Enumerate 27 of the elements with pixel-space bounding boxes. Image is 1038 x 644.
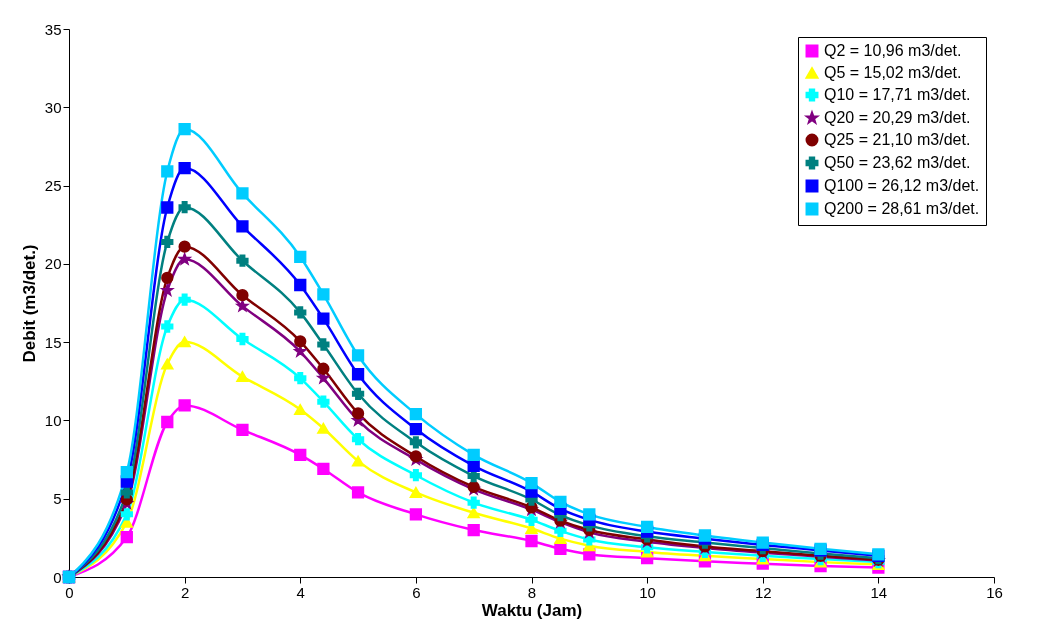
x-tick-label: 2 — [180, 583, 190, 601]
y-tick-label: 0 — [53, 568, 62, 586]
legend-label: Q100 = 26,12 m3/det. — [824, 177, 980, 194]
legend-label: Q200 = 28,61 m3/det. — [824, 200, 980, 217]
x-tick-label: 14 — [870, 583, 888, 601]
x-tick-label: 6 — [412, 583, 421, 601]
x-tick-label: 8 — [527, 583, 537, 601]
y-tick-label: 15 — [44, 333, 62, 351]
x-tick-label: 12 — [754, 583, 772, 601]
legend-label: Q10 = 17,71 m3/det. — [824, 86, 971, 103]
y-tick-label: 25 — [44, 177, 62, 195]
y-tick-label: 35 — [44, 20, 62, 38]
legend-label: Q25 = 21,10 m3/det. — [824, 131, 971, 148]
legend-label: Q2 = 10,96 m3/det. — [824, 42, 962, 59]
y-tick-label: 10 — [44, 411, 62, 429]
legend-label: Q5 = 15,02 m3/det. — [824, 64, 962, 81]
x-axis-title: Waktu (Jam) — [481, 600, 583, 620]
legend-label: Q50 = 23,62 m3/det. — [824, 154, 971, 171]
legend-label: Q20 = 20,29 m3/det. — [824, 109, 971, 126]
x-tick-label: 4 — [296, 583, 305, 601]
y-axis-title: Debit (m3/det.) — [19, 244, 39, 363]
y-tick-label: 5 — [53, 490, 62, 508]
y-tick-label: 30 — [44, 98, 62, 116]
x-tick-label: 16 — [986, 583, 1003, 601]
x-tick-label: 0 — [65, 583, 74, 601]
y-tick-label: 20 — [44, 255, 62, 273]
x-tick-label: 10 — [639, 583, 656, 601]
